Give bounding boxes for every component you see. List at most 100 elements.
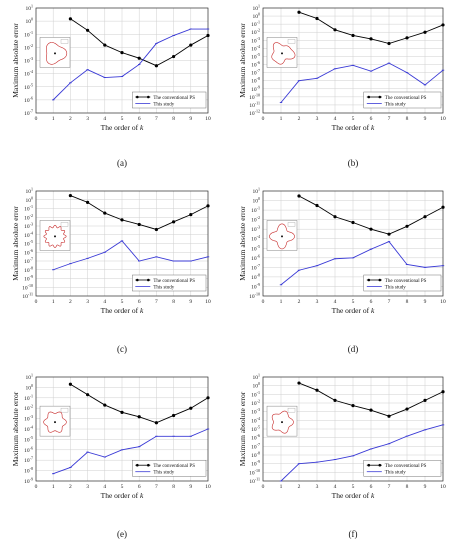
legend-marker	[147, 278, 150, 282]
legend-entry: The conventional PS	[385, 96, 427, 101]
legend-entry: This study	[385, 102, 406, 107]
x-tick-label: 10	[205, 116, 211, 122]
series-line-this-study	[52, 28, 208, 101]
data-point	[137, 56, 141, 60]
data-point	[369, 408, 373, 412]
legend-entry: The conventional PS	[153, 96, 195, 101]
panel-label: (a)	[117, 158, 127, 168]
y-tick-label: 10-7	[251, 68, 260, 77]
inset-domain-shape	[43, 411, 67, 433]
legend-marker	[367, 463, 371, 467]
y-tick-label: 10-4	[251, 44, 260, 53]
x-tick-label: 9	[424, 299, 427, 305]
data-point	[297, 381, 301, 385]
inset-source-point	[281, 235, 283, 238]
x-tick-label: 8	[172, 484, 175, 490]
x-tick-label: 7	[388, 484, 391, 490]
x-tick-label: 1	[280, 116, 283, 122]
x-tick-label: 7	[155, 116, 158, 122]
data-point	[103, 403, 107, 407]
legend-entry: This study	[385, 285, 406, 290]
x-tick-label: 6	[138, 484, 141, 490]
y-tick-label: 100	[26, 195, 34, 204]
data-point	[441, 205, 445, 209]
y-tick-label: 10-2	[24, 43, 33, 52]
y-axis-label: Maximum absolute error	[238, 206, 247, 281]
panel-2: 0 1 2 3 4 5 6 7 8 9 1010-1210-1110-1010-910-810-71…	[238, 4, 446, 169]
data-point	[315, 203, 319, 208]
y-tick-label: 10-8	[24, 466, 33, 475]
legend	[132, 274, 207, 292]
x-tick-label: 6	[138, 299, 141, 305]
y-tick-label: 10-8	[251, 451, 260, 460]
panel-label: (f)	[349, 529, 358, 539]
data-point	[206, 204, 210, 208]
x-tick-label: 3	[316, 484, 319, 490]
x-tick-label: 2	[69, 116, 72, 122]
data-point	[405, 224, 409, 228]
x-tick-label: 1	[52, 116, 55, 122]
data-point	[315, 388, 319, 392]
y-tick-label: 10-9	[24, 477, 33, 486]
data-point	[68, 193, 72, 198]
data-point	[369, 227, 373, 231]
y-tick-label: 10-12	[249, 109, 260, 118]
data-point	[172, 220, 176, 224]
data-point	[86, 200, 90, 204]
panel-4: 0 1 2 3 4 5 6 7 8 9 1010-1010-910-810-710-610-510-…	[238, 187, 446, 355]
y-tick-label: 101	[26, 4, 34, 13]
inset-source-point	[54, 235, 56, 238]
y-tick-label: 101	[253, 373, 261, 382]
x-tick-label: 8	[406, 116, 409, 122]
y-tick-label: 10-9	[251, 84, 260, 93]
data-point	[103, 211, 107, 215]
y-tick-label: 101	[26, 373, 34, 382]
panel-label: (c)	[117, 344, 127, 354]
data-point	[441, 390, 445, 394]
data-point	[86, 393, 90, 397]
inset-domain-shape	[43, 224, 67, 248]
y-tick-label: 10-9	[251, 459, 260, 468]
series-line-this-study	[280, 62, 444, 103]
y-tick-label: 10-5	[251, 244, 260, 253]
panel-label: (e)	[117, 529, 127, 539]
y-tick-label: 10-8	[251, 272, 260, 281]
x-tick-label: 0	[262, 116, 265, 122]
legend-entry: The conventional PS	[153, 464, 195, 469]
x-tick-label: 6	[370, 299, 373, 305]
x-tick-label: 2	[69, 299, 72, 305]
y-tick-label: 10-11	[249, 477, 260, 486]
x-tick-label: 3	[316, 299, 319, 305]
plot-frame	[262, 190, 444, 297]
x-tick-label: 6	[370, 116, 373, 122]
x-tick-label: 7	[388, 299, 391, 305]
data-point	[333, 398, 337, 402]
data-point	[297, 194, 301, 198]
data-point	[189, 213, 193, 217]
y-tick-label: 10-2	[251, 28, 260, 37]
x-tick-label: 2	[298, 116, 301, 122]
y-tick-label: 10-5	[24, 435, 33, 444]
legend-entry: The conventional PS	[385, 279, 427, 284]
panel-label: (d)	[348, 344, 359, 354]
y-tick-label: 10-10	[249, 468, 260, 477]
data-point	[206, 396, 210, 400]
legend-entry: This study	[385, 471, 406, 476]
y-tick-label: 10-6	[251, 253, 260, 262]
x-axis-label: The order of k	[332, 123, 375, 132]
y-tick-label: 10-5	[251, 425, 260, 434]
data-point	[423, 30, 427, 34]
y-tick-label: 101	[26, 187, 34, 196]
y-tick-label: 10-6	[251, 433, 260, 442]
legend-entry: The conventional PS	[385, 464, 427, 469]
x-tick-label: 4	[334, 484, 337, 490]
series-line-this-study	[280, 424, 444, 482]
y-tick-label: 100	[26, 383, 34, 392]
y-tick-label: 10-10	[22, 283, 33, 292]
x-tick-label: 8	[172, 299, 175, 305]
y-tick-label: 100	[253, 381, 261, 390]
y-tick-label: 10-9	[24, 274, 33, 283]
x-tick-label: 7	[388, 116, 391, 122]
inset-source-point	[281, 52, 283, 55]
inset-legend	[287, 407, 296, 413]
